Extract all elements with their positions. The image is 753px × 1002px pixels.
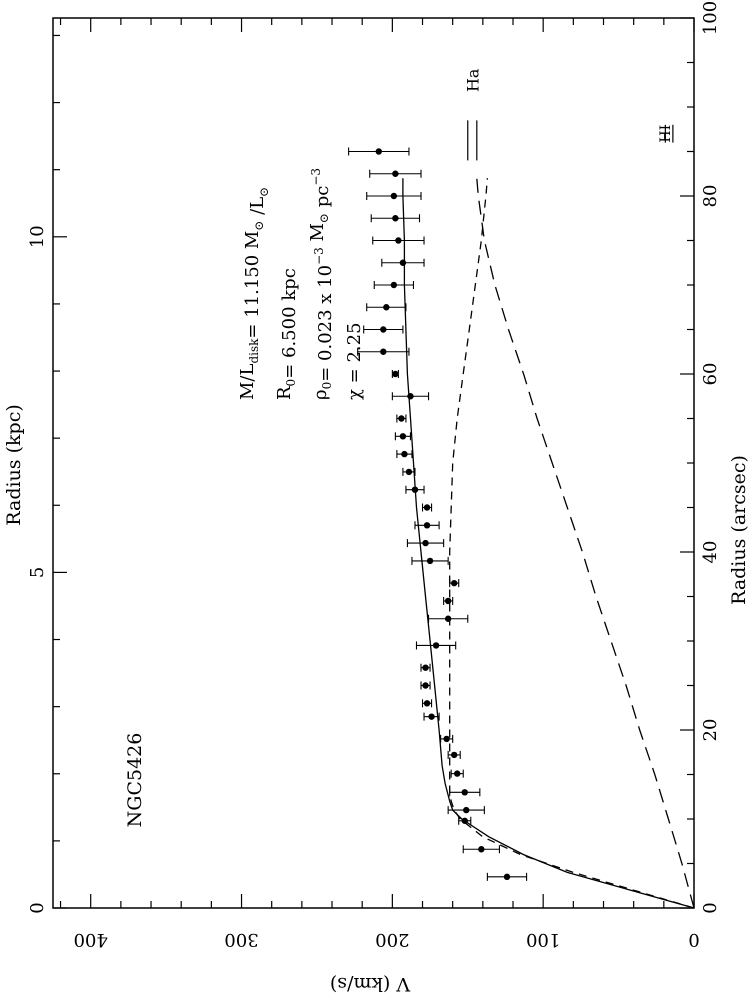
data-point — [375, 148, 382, 155]
fit-parameter-part: disk — [247, 338, 261, 364]
data-point — [454, 770, 461, 777]
v-tick-label: 200 — [375, 929, 409, 950]
hi-marker-label: HI — [658, 125, 674, 143]
arcsec-tick-label: 0 — [700, 902, 721, 913]
outer-radius-markers: Ha HI — [463, 68, 674, 161]
arcsec-tick-label: 60 — [700, 363, 721, 386]
data-point — [461, 789, 468, 796]
fit-parameter-line: R0= 6.500 kpc — [274, 268, 300, 400]
fit-parameter-part: = 6.500 kpc — [279, 268, 300, 379]
total-model-curve — [402, 178, 695, 909]
data-point — [399, 433, 407, 440]
data-point — [444, 597, 452, 605]
data-point — [423, 700, 431, 707]
data-point — [463, 806, 470, 814]
fit-parameter-part: M/L — [237, 364, 258, 400]
data-point — [390, 281, 398, 289]
total-curve-line — [402, 178, 695, 909]
fit-parameter-part: 0 — [284, 379, 298, 387]
kpc-tick-label: 10 — [27, 225, 48, 248]
kpc-tick-label: 0 — [27, 902, 48, 913]
radius-kpc-axis-label: Radius (kpc) — [3, 404, 25, 525]
v-axis-label: V (km/s) — [330, 973, 411, 995]
data-point — [392, 370, 399, 378]
fit-parameter-line: ρ0= 0.023 x 10−3 M⊙ pc−3 — [307, 168, 336, 400]
data-point — [392, 215, 399, 222]
data-point — [503, 873, 511, 881]
v-tick-label: 100 — [526, 929, 560, 950]
galaxy-name-label: NGC5426 — [124, 733, 146, 828]
fit-parameter-part: ⊙ — [252, 221, 266, 231]
data-point — [401, 450, 408, 458]
fit-parameter-part: 0 — [320, 382, 334, 390]
data-point — [422, 682, 429, 689]
fit-parameter-line: χ = 2.25 — [344, 322, 365, 400]
fit-parameter-part: −3 — [312, 247, 326, 265]
halo-model-curve — [476, 178, 695, 909]
fit-parameter-part: = 0.023 x 10 — [315, 265, 336, 382]
fit-parameter-part: = 11.150 M — [242, 231, 263, 339]
data-point — [422, 539, 429, 547]
fit-parameter-part: M — [307, 223, 328, 247]
data-point — [423, 504, 431, 511]
arcsec-tick-label: 100 — [700, 1, 721, 35]
ha-marker-label: Ha — [463, 68, 482, 92]
arcsec-tick-label: 80 — [700, 185, 721, 208]
disk-model-curve — [449, 178, 695, 909]
data-point — [398, 415, 405, 422]
data-point — [450, 751, 458, 759]
data-point — [383, 304, 390, 311]
axis-ticks — [53, 17, 695, 909]
v-tick-label: 300 — [224, 929, 258, 950]
fit-parameter-part: ⊙ — [317, 213, 331, 223]
fit-parameter-part: R — [274, 386, 295, 400]
data-point — [450, 579, 458, 587]
data-point — [405, 468, 413, 476]
kpc-tick-label: 5 — [27, 567, 48, 578]
v-tick-label: 0 — [688, 929, 699, 950]
data-point — [399, 259, 407, 266]
data-point — [428, 713, 435, 720]
observed-data-points — [348, 147, 528, 881]
v-tick-label: 400 — [74, 929, 108, 950]
data-point — [444, 615, 452, 622]
arcsec-tick-label: 20 — [700, 719, 721, 742]
data-point — [432, 642, 440, 649]
data-point — [392, 170, 399, 177]
fit-parameter-part: ⊙ — [257, 187, 271, 197]
fit-parameter-line: M/Ldisk= 11.150 M⊙ /L⊙ — [237, 187, 271, 400]
data-point — [390, 192, 398, 200]
data-point — [380, 348, 387, 355]
fit-parameter-part: −3 — [309, 168, 323, 186]
data-point — [443, 735, 450, 743]
fit-parameter-part: /L — [247, 197, 268, 221]
halo-curve-line — [476, 178, 695, 909]
data-point — [426, 557, 434, 565]
data-point — [407, 393, 414, 400]
disk-curve-line — [449, 178, 695, 909]
arcsec-tick-label: 40 — [700, 541, 721, 564]
data-point — [411, 486, 419, 493]
fit-parameter-part: = 2.25 — [344, 322, 365, 389]
fit-parameter-part: pc — [312, 186, 333, 213]
data-point — [478, 846, 485, 853]
data-point — [461, 817, 468, 824]
fit-parameter-part: ρ — [310, 389, 331, 400]
radius-arcsec-axis-label: Radius (arcsec) — [728, 455, 750, 605]
data-point — [423, 522, 431, 529]
data-point — [395, 237, 402, 244]
fit-parameter-part: χ — [344, 389, 365, 400]
data-point — [422, 664, 429, 671]
data-point — [380, 326, 387, 333]
